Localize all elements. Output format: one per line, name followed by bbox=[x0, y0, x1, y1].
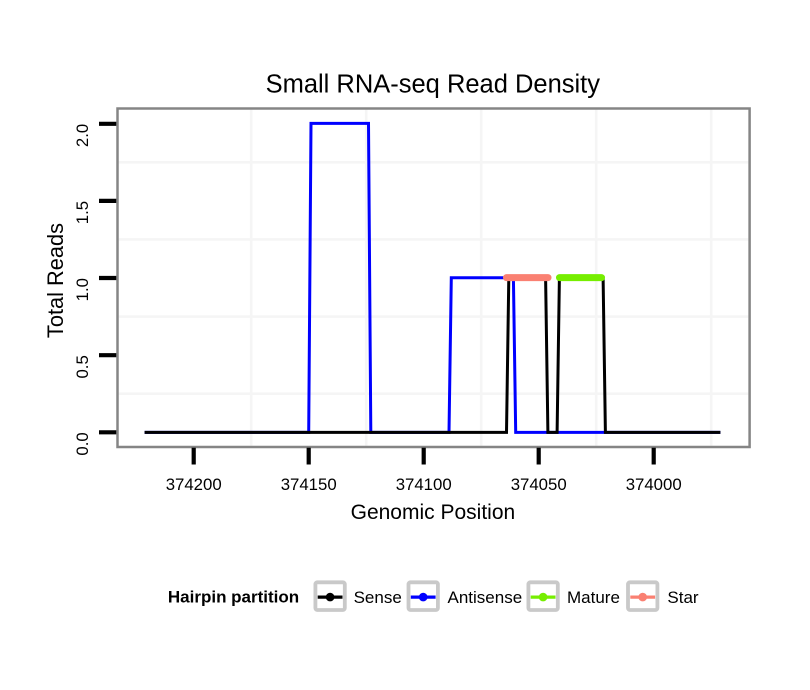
svg-text:Small RNA-seq Read Density: Small RNA-seq Read Density bbox=[266, 70, 601, 98]
svg-text:Total Reads: Total Reads bbox=[43, 223, 68, 338]
svg-text:0.5: 0.5 bbox=[73, 355, 92, 378]
svg-text:1.0: 1.0 bbox=[73, 278, 92, 301]
svg-text:374150: 374150 bbox=[281, 475, 337, 494]
svg-text:0.0: 0.0 bbox=[73, 432, 92, 455]
svg-text:Star: Star bbox=[667, 588, 699, 607]
svg-text:374050: 374050 bbox=[511, 475, 567, 494]
svg-text:1.5: 1.5 bbox=[73, 201, 92, 224]
svg-text:374100: 374100 bbox=[396, 475, 452, 494]
svg-text:Hairpin partition: Hairpin partition bbox=[168, 588, 299, 607]
svg-text:374000: 374000 bbox=[626, 475, 682, 494]
svg-text:374200: 374200 bbox=[166, 475, 222, 494]
svg-text:Antisense: Antisense bbox=[448, 588, 523, 607]
svg-text:Mature: Mature bbox=[567, 588, 620, 607]
svg-text:2.0: 2.0 bbox=[73, 124, 92, 147]
svg-text:Sense: Sense bbox=[354, 588, 402, 607]
svg-text:Genomic Position: Genomic Position bbox=[351, 501, 516, 524]
